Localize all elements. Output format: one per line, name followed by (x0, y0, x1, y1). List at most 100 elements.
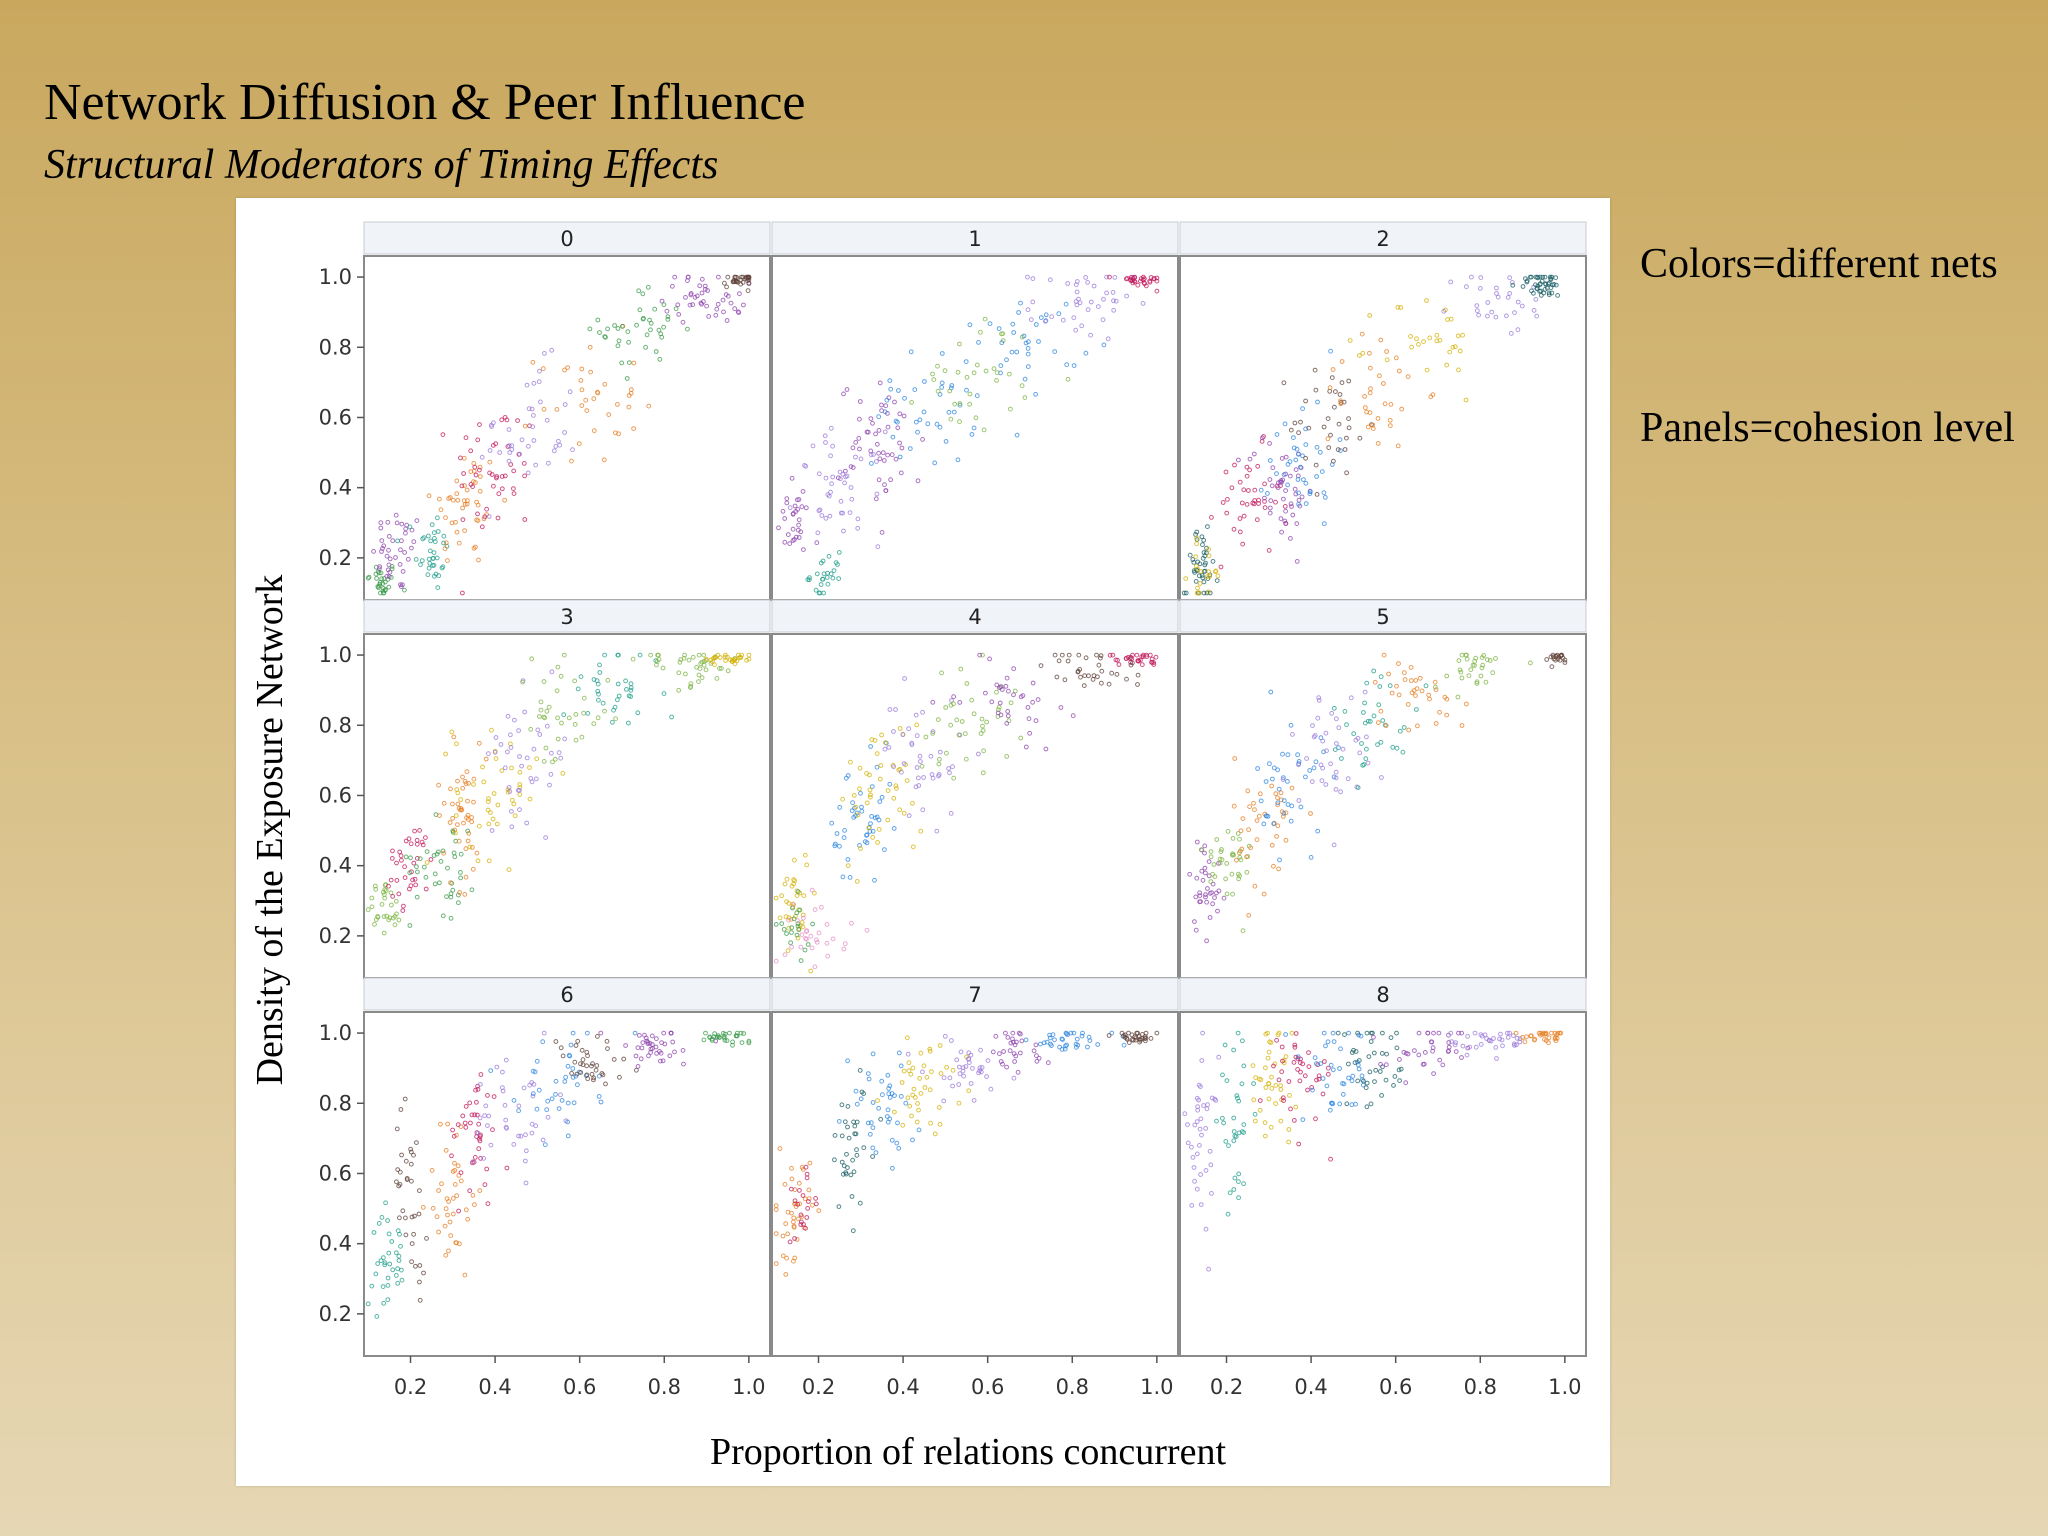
scatter-point (1110, 290, 1116, 295)
scatter-point (1361, 762, 1367, 767)
scatter-point (876, 414, 882, 420)
scatter-point (373, 886, 379, 892)
scatter-point (408, 883, 414, 889)
scatter-point (1124, 676, 1129, 682)
scatter-point (1267, 510, 1273, 516)
scatter-point (529, 779, 535, 785)
scatter-point (988, 1086, 994, 1092)
scatter-point (854, 879, 860, 884)
scatter-point (956, 732, 962, 738)
scatter-point (1237, 850, 1242, 856)
scatter-point (578, 1070, 584, 1075)
scatter-point (390, 538, 396, 544)
scatter-point (1283, 488, 1288, 494)
scatter-point (896, 388, 901, 393)
scatter-point (715, 301, 721, 307)
scatter-point (395, 1167, 401, 1172)
scatter-point (409, 1214, 415, 1220)
scatter-point (1088, 299, 1094, 305)
scatter-point (1321, 424, 1327, 430)
y-tick-label: 1.0 (319, 1021, 352, 1045)
scatter-point (832, 1157, 837, 1163)
scatter-point (873, 1150, 879, 1155)
scatter-point (1283, 1032, 1288, 1037)
scatter-point (1479, 665, 1485, 671)
scatter-point (1535, 283, 1541, 289)
scatter-point (1301, 477, 1306, 483)
scatter-point (987, 656, 992, 662)
scatter-point (1056, 311, 1062, 317)
scatter-point (1324, 1083, 1330, 1089)
scatter-point (1203, 1168, 1209, 1173)
scatter-point (413, 882, 419, 888)
scatter-point (1063, 1043, 1068, 1049)
scatter-point (967, 401, 972, 407)
scatter-point (956, 1082, 962, 1087)
scatter-point (1279, 1069, 1285, 1075)
scatter-point (737, 654, 743, 660)
scatter-point (783, 1221, 789, 1227)
scatter-point (450, 497, 456, 503)
scatter-point (1493, 656, 1498, 661)
scatter-point (1241, 1122, 1247, 1127)
scatter-point (644, 332, 650, 338)
scatter-point (389, 856, 395, 861)
scatter-point (1339, 756, 1344, 761)
scatter-point (1302, 1073, 1308, 1079)
scatter-point (472, 1112, 478, 1118)
scatter-point (1006, 688, 1011, 694)
scatter-point (795, 889, 801, 895)
scatter-point (1004, 721, 1010, 726)
scatter-point (805, 942, 811, 947)
scatter-point (738, 281, 744, 287)
scatter-point (661, 302, 667, 308)
scatter-point (916, 1107, 921, 1113)
scatter-point (1478, 1042, 1484, 1047)
scatter-point (1477, 286, 1483, 291)
scatter-point (1209, 515, 1214, 520)
scatter-point (891, 729, 896, 734)
scatter-point (1539, 278, 1545, 284)
y-tick-label: 0.6 (319, 783, 352, 807)
scatter-point (789, 1210, 794, 1216)
scatter-point (1366, 1054, 1372, 1059)
scatter-point (1262, 505, 1268, 511)
y-axis-label-wrap: Density of the Exposure Network (236, 0, 302, 1536)
scatter-point (396, 917, 402, 923)
scatter-point (595, 681, 601, 687)
scatter-point (1226, 1143, 1231, 1148)
scatter-point (417, 856, 423, 862)
scatter-point (453, 519, 458, 525)
scatter-point (1464, 656, 1470, 662)
scatter-point (1349, 1078, 1355, 1084)
y-tick-label: 0.8 (319, 335, 352, 359)
scatter-point (611, 707, 617, 713)
scatter-point (1558, 1030, 1564, 1036)
scatter-point (792, 857, 797, 863)
scatter-point (779, 893, 785, 899)
scatter-point (1064, 362, 1070, 368)
scatter-point (1493, 314, 1499, 320)
scatter-point (1413, 678, 1419, 683)
scatter-point (1437, 337, 1443, 343)
scatter-point (502, 1102, 508, 1108)
scatter-point (660, 1058, 666, 1064)
scatter-point (845, 857, 851, 862)
scatter-point (1025, 351, 1031, 357)
scatter-point (1528, 1033, 1534, 1039)
scatter-point (365, 575, 371, 581)
scatter-point (1409, 344, 1414, 350)
scatter-point (930, 729, 936, 734)
scatter-point (417, 1279, 422, 1285)
scatter-point (1416, 342, 1421, 347)
scatter-point (1237, 529, 1243, 535)
scatter-point (882, 482, 887, 488)
scatter-point (1478, 673, 1484, 679)
scatter-point (401, 903, 406, 909)
scatter-point (1254, 818, 1260, 823)
scatter-point (1339, 359, 1345, 364)
scatter-point (1201, 550, 1207, 555)
scatter-point (1019, 383, 1025, 389)
scatter-point (379, 902, 385, 907)
scatter-point (954, 717, 960, 723)
